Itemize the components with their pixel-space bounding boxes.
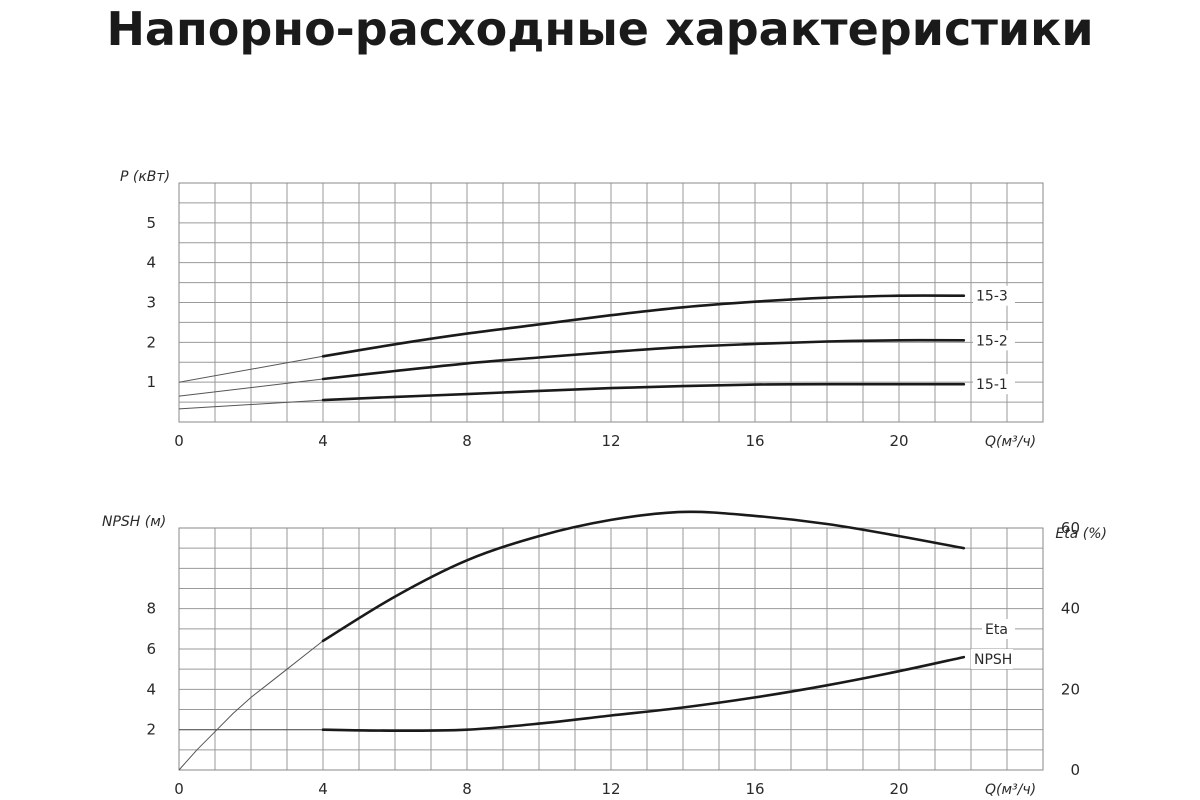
x-tick-label: 20 xyxy=(889,780,908,798)
series-label-bg xyxy=(973,330,1015,351)
y-right-tick-label: 40 xyxy=(1061,600,1080,618)
y-axis-label: NPSH (м) xyxy=(102,514,166,530)
x-tick-label: 12 xyxy=(601,780,620,798)
page-title: Напорно-расходные характеристики xyxy=(106,2,1094,56)
series-label-15-1: 15-1 xyxy=(976,377,1008,393)
x-axis-label: Q(м³/ч) xyxy=(985,434,1036,450)
x-tick-label: 4 xyxy=(318,432,328,450)
series-label-bg xyxy=(971,649,1013,669)
plot-frame xyxy=(178,182,1044,423)
series-label-eta: Eta xyxy=(985,622,1008,638)
x-tick-label: 0 xyxy=(174,780,184,798)
y-right-axis-label: Eta (%) xyxy=(1055,526,1107,542)
y-tick-label: 6 xyxy=(146,640,156,658)
series-extrapolation-line xyxy=(178,399,324,410)
y-right-tick-label: 60 xyxy=(1061,519,1080,537)
x-axis-label: Q(м³/ч) xyxy=(985,782,1036,798)
x-tick-label: 4 xyxy=(318,780,328,798)
series-label-15-3: 15-3 xyxy=(976,289,1008,305)
y-tick-label: 1 xyxy=(146,373,156,391)
series-line-15-2 xyxy=(321,338,966,381)
series-extrapolation-line xyxy=(178,640,324,771)
y-tick-label: 4 xyxy=(146,254,156,272)
x-tick-label: 8 xyxy=(462,780,472,798)
series-label-bg xyxy=(973,374,1015,395)
y-tick-label: 3 xyxy=(146,294,156,312)
series-label-bg xyxy=(982,619,1015,639)
x-tick-label: 16 xyxy=(745,780,764,798)
y-tick-label: 5 xyxy=(146,214,156,232)
x-tick-label: 20 xyxy=(889,432,908,450)
series-label-15-2: 15-2 xyxy=(976,333,1008,349)
y-right-tick-label: 20 xyxy=(1061,680,1080,698)
x-tick-label: 8 xyxy=(462,432,472,450)
x-tick-label: 16 xyxy=(745,432,764,450)
series-line-eta xyxy=(321,510,966,643)
y-tick-label: 2 xyxy=(146,333,156,351)
series-extrapolation-line xyxy=(178,355,324,383)
y-right-tick-label: 0 xyxy=(1070,761,1080,779)
x-tick-label: 12 xyxy=(601,432,620,450)
series-label-bg xyxy=(973,285,1015,306)
y-tick-label: 2 xyxy=(146,721,156,739)
x-tick-label: 0 xyxy=(174,432,184,450)
series-line-npsh xyxy=(321,655,966,733)
plot-frame xyxy=(178,527,1044,771)
series-label-npsh: NPSH xyxy=(974,652,1012,668)
series-extrapolation-line xyxy=(178,378,324,397)
series-line-15-3 xyxy=(321,294,966,358)
y-tick-label: 8 xyxy=(146,600,156,618)
y-tick-label: 4 xyxy=(146,680,156,698)
series-line-15-1 xyxy=(321,382,966,402)
y-axis-label: P (кВт) xyxy=(120,169,170,185)
